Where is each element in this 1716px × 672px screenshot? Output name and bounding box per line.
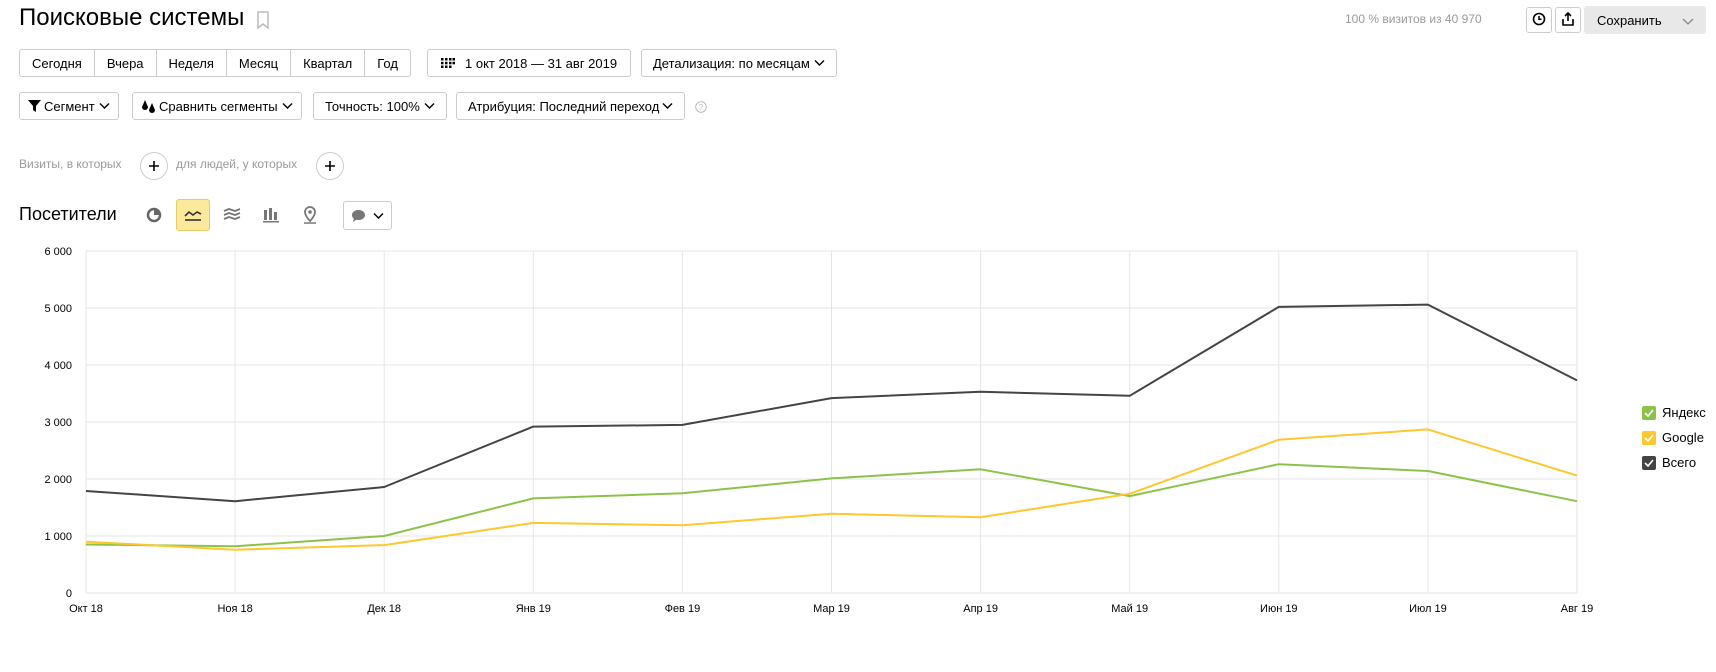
legend-label: Google xyxy=(1662,430,1704,445)
date-range-label: 1 окт 2018 — 31 авг 2019 xyxy=(465,55,618,71)
checkbox-icon xyxy=(1642,430,1656,445)
y-tick-label: 3 000 xyxy=(44,417,72,429)
x-tick-label: Янв 19 xyxy=(516,603,551,615)
chevron-down-icon xyxy=(373,212,384,220)
legend-item-yandex[interactable]: Яндекс xyxy=(1642,400,1706,425)
chevron-down-icon xyxy=(1682,14,1694,29)
x-tick-label: Июл 19 xyxy=(1409,603,1447,615)
x-tick-label: Авг 19 xyxy=(1561,603,1593,615)
x-tick-label: Дек 18 xyxy=(367,603,401,615)
y-tick-label: 2 000 xyxy=(44,474,72,486)
plus-icon xyxy=(148,160,160,172)
map-pin-icon[interactable] xyxy=(293,199,327,231)
bookmark-icon[interactable] xyxy=(256,11,270,30)
checkbox-icon xyxy=(1642,455,1656,470)
x-tick-label: Ноя 18 xyxy=(217,603,252,615)
export-button[interactable] xyxy=(1555,7,1581,33)
people-filter-label: для людей, у которых xyxy=(176,157,298,171)
funnel-icon xyxy=(28,100,41,112)
chevron-down-icon xyxy=(282,102,293,110)
export-icon xyxy=(1561,11,1575,29)
legend-item-total[interactable]: Всего xyxy=(1642,450,1706,475)
visits-filter-label: Визиты, в которых xyxy=(19,157,122,171)
accuracy-dropdown[interactable]: Точность: 100% xyxy=(313,92,447,120)
date-range-button[interactable]: 1 окт 2018 — 31 авг 2019 xyxy=(427,49,632,77)
pie-chart-icon[interactable] xyxy=(137,199,171,231)
calendar-icon xyxy=(441,58,455,68)
x-tick-label: Май 19 xyxy=(1111,603,1148,615)
period-selector: Сегодня Вчера Неделя Месяц Квартал Год xyxy=(19,49,411,77)
chart-legend: Яндекс Google Всего xyxy=(1642,400,1706,475)
x-tick-label: Фев 19 xyxy=(665,603,701,615)
legend-label: Всего xyxy=(1662,455,1697,470)
plus-icon xyxy=(324,160,336,172)
history-button[interactable] xyxy=(1526,7,1552,33)
annotations-dropdown[interactable] xyxy=(343,201,392,230)
x-tick-label: Июн 19 xyxy=(1260,603,1298,615)
add-visit-condition-button[interactable] xyxy=(140,152,168,180)
add-people-condition-button[interactable] xyxy=(316,152,344,180)
series-line-1 xyxy=(85,428,1578,551)
detail-label: Детализация: по месяцам xyxy=(653,55,810,71)
bar-chart-icon[interactable] xyxy=(254,199,288,231)
series-line-0 xyxy=(85,463,1578,548)
compare-label: Сравнить сегменты xyxy=(159,98,278,114)
y-tick-label: 5 000 xyxy=(44,303,72,315)
y-tick-label: 1 000 xyxy=(44,531,72,543)
compare-segments-button[interactable]: Сравнить сегменты xyxy=(132,92,302,120)
save-label: Сохранить xyxy=(1597,12,1662,28)
x-tick-label: Мар 19 xyxy=(813,603,850,615)
segment-button[interactable]: Сегмент xyxy=(19,92,119,120)
segment-label: Сегмент xyxy=(44,98,95,114)
period-yesterday[interactable]: Вчера xyxy=(93,49,157,77)
comment-icon xyxy=(351,209,366,223)
legend-item-google[interactable]: Google xyxy=(1642,425,1706,450)
compare-icon xyxy=(141,99,156,113)
accuracy-label: Точность: 100% xyxy=(325,98,420,114)
save-button[interactable]: Сохранить xyxy=(1584,6,1706,34)
area-chart-icon[interactable] xyxy=(215,199,249,231)
chevron-down-icon xyxy=(424,102,435,110)
period-year[interactable]: Год xyxy=(364,49,411,77)
x-tick-label: Апр 19 xyxy=(963,603,998,615)
line-chart-icon[interactable] xyxy=(176,199,210,231)
help-icon[interactable]: ? xyxy=(695,101,707,116)
y-tick-label: 6 000 xyxy=(44,246,72,258)
detail-dropdown[interactable]: Детализация: по месяцам xyxy=(641,49,837,77)
visits-info: 100 % визитов из 40 970 xyxy=(1345,12,1482,26)
x-tick-label: Окт 18 xyxy=(69,603,103,615)
chevron-down-icon xyxy=(662,102,673,110)
chevron-down-icon xyxy=(99,102,110,110)
series-line-2 xyxy=(85,303,1578,503)
legend-label: Яндекс xyxy=(1662,405,1706,420)
y-tick-label: 4 000 xyxy=(44,360,72,372)
period-quarter[interactable]: Квартал xyxy=(290,49,366,77)
attribution-label: Атрибуция: Последний переход xyxy=(468,98,660,114)
page-title: Поисковые системы xyxy=(19,4,245,31)
clock-icon xyxy=(1532,12,1546,29)
svg-text:?: ? xyxy=(699,103,704,112)
chevron-down-icon xyxy=(814,59,825,67)
attribution-dropdown[interactable]: Атрибуция: Последний переход xyxy=(456,92,686,120)
checkbox-icon xyxy=(1642,405,1656,420)
section-title: Посетители xyxy=(19,204,117,224)
y-tick-label: 0 xyxy=(66,588,72,600)
